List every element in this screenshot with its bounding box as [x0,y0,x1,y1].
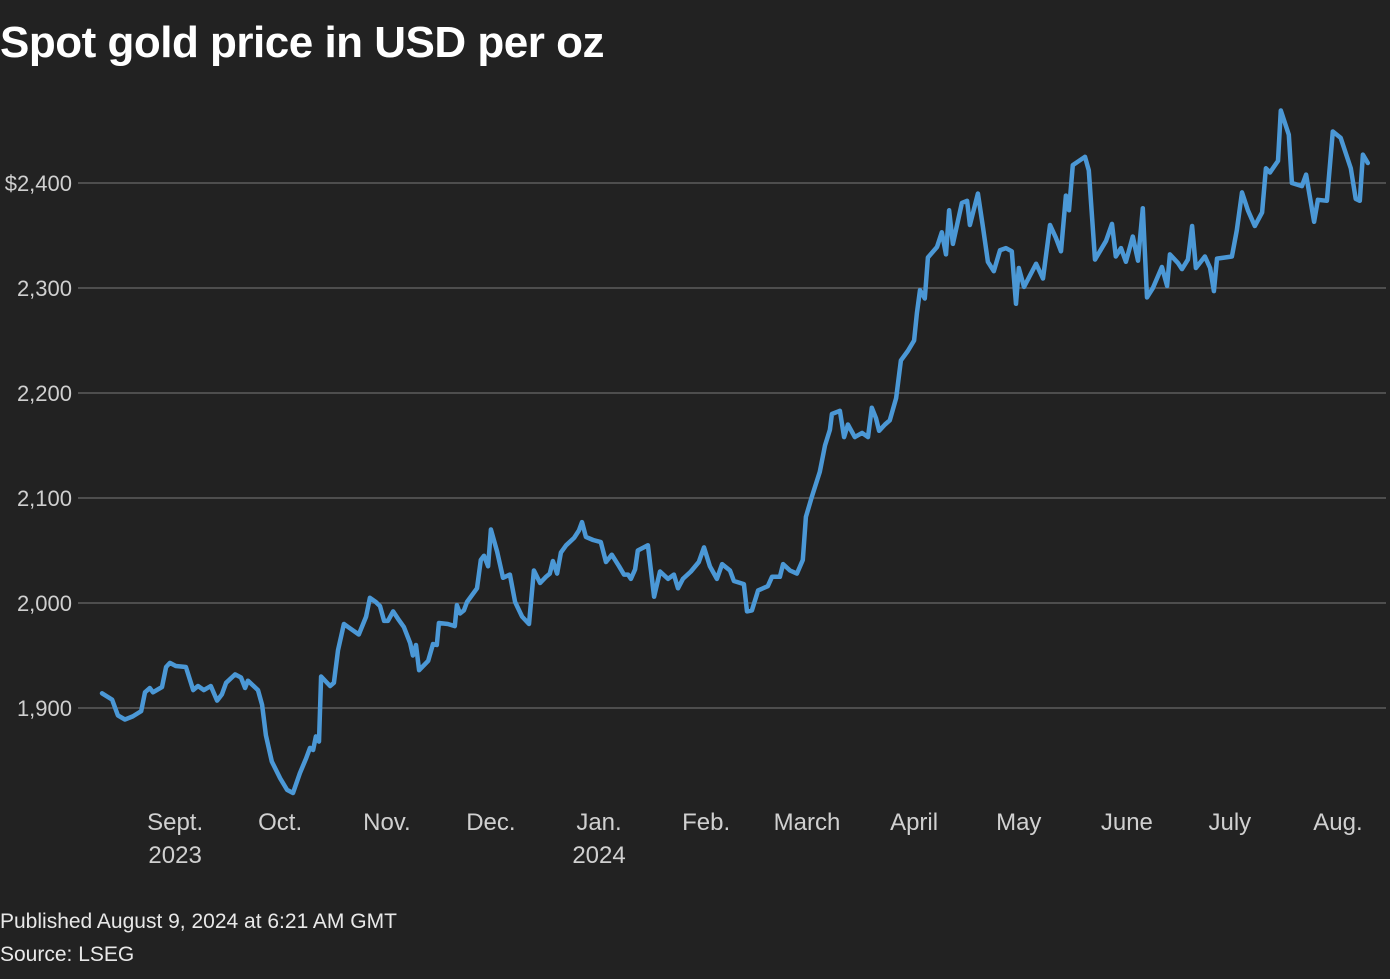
y-tick-label: 1,900 [17,696,72,721]
x-tick-label: June [1101,809,1153,836]
x-tick-label: March [774,809,841,836]
x-tick-year-label: 2024 [572,842,625,869]
source-note: Source: LSEG [0,943,135,966]
y-tick-label: 2,100 [17,486,72,511]
x-tick-label: Nov. [363,809,411,836]
series-line-gold-price [99,108,1371,796]
y-tick-label: 2,300 [17,276,72,301]
y-tick-label: 2,000 [17,591,72,616]
chart-title: Spot gold price in USD per oz [0,18,604,67]
x-tick-label: April [890,809,938,836]
x-tick-label: Jan. [576,809,621,836]
x-tick-label: Dec. [466,809,515,836]
x-tick-label: Aug. [1313,809,1362,836]
x-tick-label: July [1208,809,1251,836]
line-chart: 1,900 2,000 2,100 2,200 2,300 $2,400 Sept. 2023… [5,108,1386,869]
y-tick-label: $2,400 [5,171,72,196]
y-tick-label: 2,200 [17,381,72,406]
x-tick-label: Feb. [682,809,730,836]
x-tick-label: May [996,809,1041,836]
x-tick-label: Sept. [147,809,203,836]
x-tick-year-label: 2023 [148,842,201,869]
x-tick-label: Oct. [258,809,302,836]
published-note: Published August 9, 2024 at 6:21 AM GMT [0,910,397,933]
